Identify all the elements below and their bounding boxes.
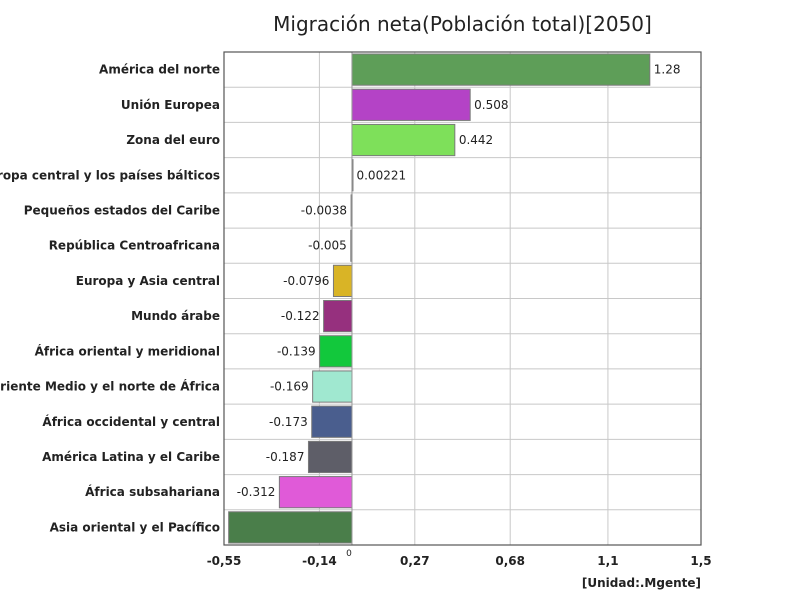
data-label: -0.0038 [301,203,347,217]
data-label: -0.173 [269,415,308,429]
data-label: -0.005 [308,239,347,253]
data-label: 0.442 [459,133,493,147]
data-label: -0.0796 [283,274,329,288]
data-label: -0.139 [277,344,316,358]
category-label: Europa central y los países bálticos [0,168,220,182]
category-label: América del norte [99,63,220,77]
x-tick-label: 1,5 [690,554,711,568]
bar [228,511,353,544]
category-label: África occidental y central [42,414,220,429]
category-label: Pequeños estados del Caribe [24,203,220,217]
data-label: -0.169 [270,380,309,394]
bar [307,440,353,474]
category-label: Zona del euro [126,133,220,147]
category-label: África oriental y meridional [35,343,220,358]
bar [312,370,353,403]
category-label: Mundo árabe [131,309,220,323]
bar [332,264,353,297]
data-label: 1.28 [654,63,681,77]
data-label: -0.122 [281,309,320,323]
unit-label: [Unidad:.Mgente] [581,576,701,590]
category-label: América Latina y el Caribe [42,450,220,464]
bar [351,53,651,86]
category-label: Oriente Medio y el norte de África [0,379,220,394]
chart-title: Migración neta(Población total)[2050] [273,12,652,36]
x-tick-label: -0,55 [207,554,242,568]
x-tick-label: 0 [346,549,352,559]
x-tick-label: 1,1 [597,554,618,568]
category-label: Europa y Asia central [76,274,220,288]
x-tick-label: 0,27 [400,554,430,568]
bar [311,405,353,438]
category-label: Unión Europea [121,98,220,112]
bar [351,123,456,157]
data-label: 0.00221 [356,168,406,182]
category-label: África subsahariana [85,484,220,499]
x-tick-label: 0,68 [495,554,525,568]
data-label: -0.187 [266,450,305,464]
x-tick-label: -0,14 [302,554,337,568]
category-label: República Centroafricana [49,239,220,253]
plot-border [223,51,702,546]
bar [351,88,471,121]
bar [323,300,353,333]
bar [319,335,353,368]
data-label: 0.508 [474,98,508,112]
bar [278,476,353,509]
data-label: -0.312 [237,485,276,499]
category-label: Asia oriental y el Pacífico [50,520,220,534]
